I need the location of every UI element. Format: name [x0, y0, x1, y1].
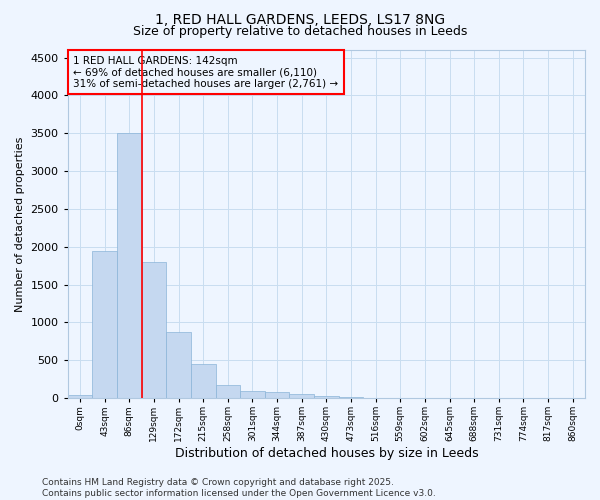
Bar	[92, 250, 117, 398]
Bar	[68, 395, 92, 398]
Bar	[265, 392, 289, 398]
Bar	[142, 262, 166, 398]
Text: 1, RED HALL GARDENS, LEEDS, LS17 8NG: 1, RED HALL GARDENS, LEEDS, LS17 8NG	[155, 12, 445, 26]
X-axis label: Distribution of detached houses by size in Leeds: Distribution of detached houses by size …	[175, 447, 478, 460]
Bar	[289, 394, 314, 398]
Bar	[314, 396, 338, 398]
Text: 1 RED HALL GARDENS: 142sqm
← 69% of detached houses are smaller (6,110)
31% of s: 1 RED HALL GARDENS: 142sqm ← 69% of deta…	[73, 56, 338, 89]
Text: Contains HM Land Registry data © Crown copyright and database right 2025.
Contai: Contains HM Land Registry data © Crown c…	[42, 478, 436, 498]
Bar	[240, 390, 265, 398]
Y-axis label: Number of detached properties: Number of detached properties	[15, 136, 25, 312]
Bar	[215, 385, 240, 398]
Bar	[191, 364, 215, 398]
Bar	[166, 332, 191, 398]
Text: Size of property relative to detached houses in Leeds: Size of property relative to detached ho…	[133, 25, 467, 38]
Bar	[117, 133, 142, 398]
